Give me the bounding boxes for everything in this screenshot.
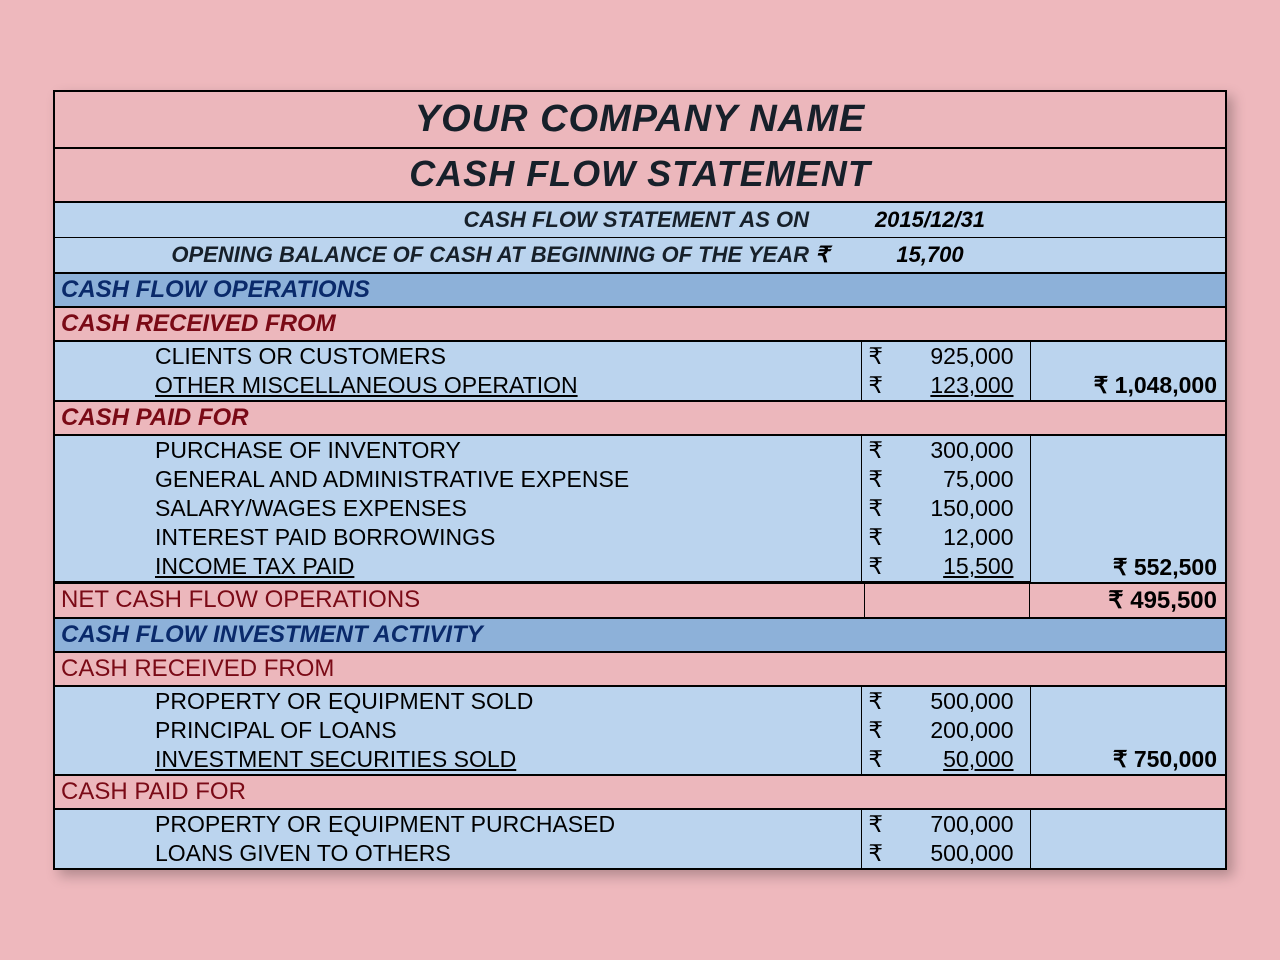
line-item: OTHER MISCELLANEOUS OPERATION ₹ 123,000 … — [55, 371, 1225, 401]
subtotal: ₹ 750,000 — [1030, 745, 1225, 775]
operations-paid-table: PURCHASE OF INVENTORY ₹ 300,000 GENERAL … — [55, 436, 1225, 582]
as-on-date: 2015/12/31 — [845, 203, 1015, 237]
company-name: YOUR COMPANY NAME — [55, 92, 1225, 149]
net-operations-label: NET CASH FLOW OPERATIONS — [55, 584, 865, 617]
line-item: INCOME TAX PAID ₹ 15,500 ₹ 552,500 — [55, 552, 1225, 582]
subtotal: ₹ 1,048,000 — [1030, 371, 1225, 401]
line-item: SALARY/WAGES EXPENSES ₹ 150,000 — [55, 494, 1225, 523]
net-operations-total: ₹ 495,500 — [1030, 584, 1225, 617]
cash-paid-for-label: CASH PAID FOR — [55, 402, 1225, 436]
line-item: PRINCIPAL OF LOANS ₹ 200,000 — [55, 716, 1225, 745]
line-item: CLIENTS OR CUSTOMERS ₹ 925,000 — [55, 342, 1225, 371]
cash-received-from-label: CASH RECEIVED FROM — [55, 308, 1225, 342]
net-operations-row: NET CASH FLOW OPERATIONS ₹ 495,500 — [55, 582, 1225, 619]
line-item: PROPERTY OR EQUIPMENT SOLD ₹ 500,000 — [55, 687, 1225, 716]
line-item: INTEREST PAID BORROWINGS ₹ 12,000 — [55, 523, 1225, 552]
line-item: INVESTMENT SECURITIES SOLD ₹ 50,000 ₹ 75… — [55, 745, 1225, 775]
line-item: PROPERTY OR EQUIPMENT PURCHASED ₹ 700,00… — [55, 810, 1225, 839]
section-investment: CASH FLOW INVESTMENT ACTIVITY — [55, 619, 1225, 653]
section-operations: CASH FLOW OPERATIONS — [55, 274, 1225, 308]
as-on-row: CASH FLOW STATEMENT AS ON 2015/12/31 — [55, 203, 1225, 238]
opening-balance-label: OPENING BALANCE OF CASH AT BEGINNING OF … — [55, 238, 815, 272]
line-item: PURCHASE OF INVENTORY ₹ 300,000 — [55, 436, 1225, 465]
as-on-label: CASH FLOW STATEMENT AS ON — [55, 203, 815, 237]
currency-symbol: ₹ — [815, 238, 845, 272]
investment-received-table: PROPERTY OR EQUIPMENT SOLD ₹ 500,000 PRI… — [55, 687, 1225, 776]
operations-received-table: CLIENTS OR CUSTOMERS ₹ 925,000 OTHER MIS… — [55, 342, 1225, 402]
line-item: LOANS GIVEN TO OTHERS ₹ 500,000 — [55, 839, 1225, 868]
opening-balance-value: 15,700 — [845, 238, 1015, 272]
inv-cash-paid-label: CASH PAID FOR — [55, 776, 1225, 810]
statement-title: CASH FLOW STATEMENT — [55, 149, 1225, 203]
inv-cash-received-label: CASH RECEIVED FROM — [55, 653, 1225, 687]
subtotal: ₹ 552,500 — [1030, 552, 1225, 582]
cash-flow-sheet: YOUR COMPANY NAME CASH FLOW STATEMENT CA… — [53, 90, 1227, 870]
investment-paid-table: PROPERTY OR EQUIPMENT PURCHASED ₹ 700,00… — [55, 810, 1225, 868]
line-item: GENERAL AND ADMINISTRATIVE EXPENSE ₹ 75,… — [55, 465, 1225, 494]
opening-balance-row: OPENING BALANCE OF CASH AT BEGINNING OF … — [55, 238, 1225, 274]
